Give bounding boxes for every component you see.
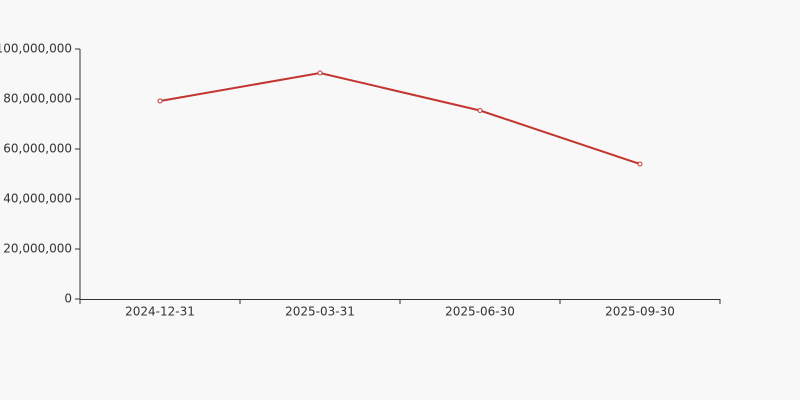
y-tick-label: 100,000,000 bbox=[0, 42, 72, 56]
x-tick-label: 2025-03-31 bbox=[285, 305, 355, 319]
y-tick-label: 0 bbox=[64, 292, 72, 306]
y-tick-label: 80,000,000 bbox=[3, 92, 72, 106]
y-tick-label: 40,000,000 bbox=[3, 192, 72, 206]
x-tick-label: 2025-09-30 bbox=[605, 305, 675, 319]
x-tick-label: 2024-12-31 bbox=[125, 305, 195, 319]
line bbox=[159, 71, 641, 165]
y-tick-label: 60,000,000 bbox=[3, 142, 72, 156]
y-tick-label: 20,000,000 bbox=[3, 242, 72, 256]
point bbox=[477, 108, 483, 113]
point bbox=[317, 70, 323, 76]
point bbox=[637, 161, 643, 167]
point bbox=[157, 98, 163, 104]
x-tick-label: 2025-06-30 bbox=[445, 305, 515, 319]
